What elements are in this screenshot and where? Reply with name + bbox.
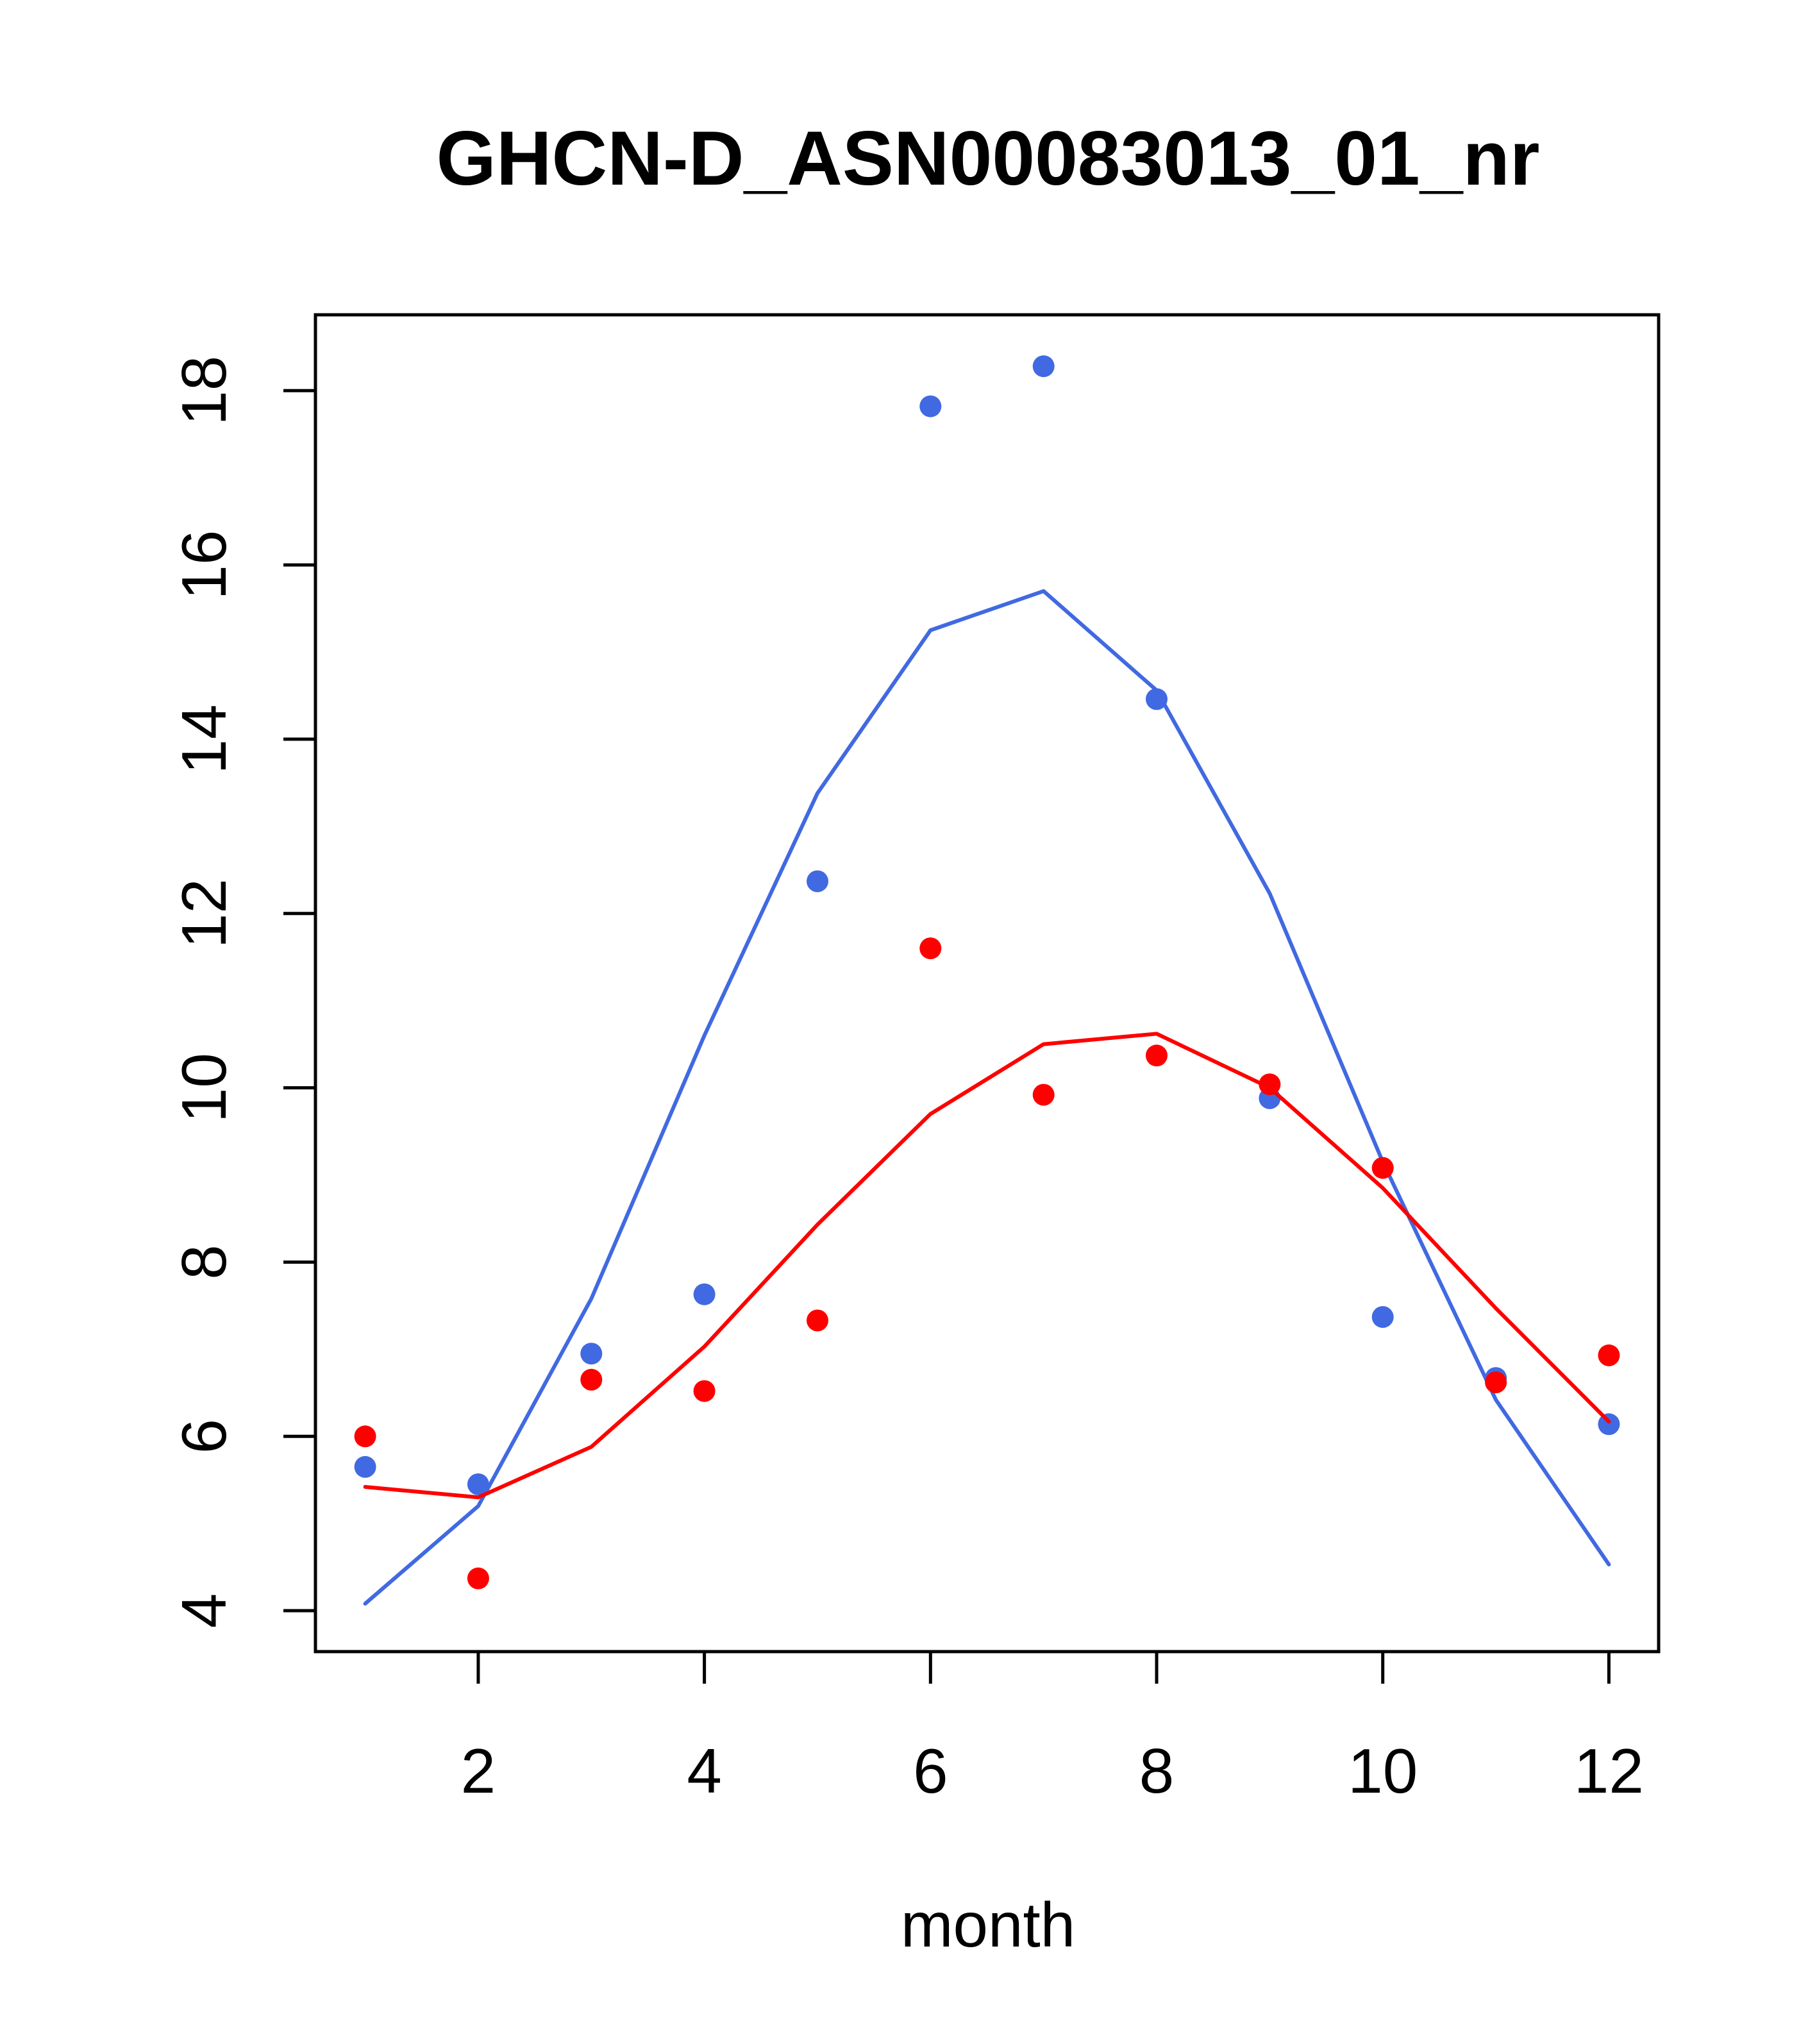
series-2-point: [919, 937, 942, 960]
y-tick-label: 6: [169, 1419, 239, 1454]
series-layer: [354, 355, 1620, 1606]
plot-area-frame: [314, 313, 1661, 1654]
series-2-point: [580, 1368, 603, 1391]
x-tick-label: 6: [913, 1736, 948, 1806]
series-2-point: [1032, 1084, 1055, 1106]
series-1-point: [919, 395, 942, 417]
series-1-point: [1032, 355, 1055, 378]
series-1-point: [467, 1473, 489, 1495]
series-1-point: [693, 1283, 716, 1305]
x-tick-label: 10: [1348, 1736, 1418, 1806]
y-tick-label: 8: [169, 1244, 239, 1280]
series-1-point: [1371, 1306, 1394, 1328]
series-2-point: [1259, 1073, 1281, 1096]
series-2: [354, 937, 1620, 1589]
series-2-point: [1598, 1344, 1620, 1366]
series-1-point: [1146, 688, 1168, 710]
series-2-point: [807, 1309, 828, 1332]
series-1-point: [354, 1455, 376, 1478]
series-2-point: [354, 1425, 376, 1448]
y-tick-label: 16: [169, 530, 239, 600]
y-tick-label: 18: [169, 356, 239, 426]
series-2-point: [467, 1567, 489, 1589]
x-axis-label: month: [901, 1889, 1075, 1960]
y-tick-label: 10: [169, 1053, 239, 1123]
y-tick-label: 14: [169, 704, 239, 774]
y-tick-label: 12: [169, 878, 239, 948]
x-tick-label: 8: [1139, 1736, 1175, 1806]
x-tick-label: 4: [687, 1736, 722, 1806]
series-2-point: [1485, 1371, 1507, 1393]
series-2-line: [363, 1032, 1611, 1500]
x-tick-label: 2: [461, 1736, 496, 1806]
x-axis: 2 4 6 8 10 12: [461, 1650, 1644, 1806]
series-1-point: [580, 1343, 603, 1365]
series-2-point: [693, 1380, 716, 1402]
y-tick-label: 4: [169, 1593, 239, 1629]
x-tick-label: 12: [1574, 1736, 1644, 1806]
chart-title: GHCN-D_ASN00083013_01_nr: [437, 115, 1540, 201]
series-1: [354, 355, 1620, 1606]
series-2-point: [1371, 1157, 1394, 1179]
series-2-point: [1146, 1044, 1168, 1067]
y-axis: 4 6 8 10 12 14 16 18: [169, 356, 317, 1629]
series-1-point: [807, 870, 828, 892]
series-1-line: [363, 589, 1611, 1606]
